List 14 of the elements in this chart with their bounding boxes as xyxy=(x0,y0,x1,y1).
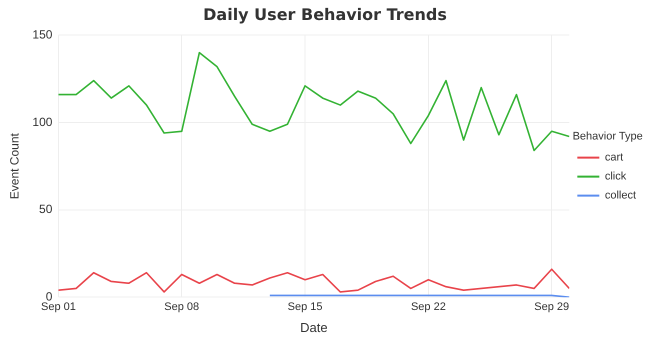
legend-title: Behavior Type xyxy=(572,130,643,142)
legend-label: collect xyxy=(604,190,636,202)
x-tick-label: Sep 29 xyxy=(534,300,570,313)
y-tick-label: 50 xyxy=(39,202,53,216)
y-tick-label: 100 xyxy=(32,114,53,129)
y-axis-title: Event Count xyxy=(8,132,22,200)
x-tick-label: Sep 08 xyxy=(164,300,200,313)
chart-title: Daily User Behavior Trends xyxy=(203,4,447,24)
y-tick-label: 150 xyxy=(32,28,53,42)
legend-label: click xyxy=(604,170,627,183)
x-tick-label: Sep 15 xyxy=(288,300,322,313)
legend-label: cart xyxy=(604,152,624,164)
x-axis-title: Date xyxy=(300,320,328,335)
x-tick-label: Sep 22 xyxy=(410,300,446,313)
